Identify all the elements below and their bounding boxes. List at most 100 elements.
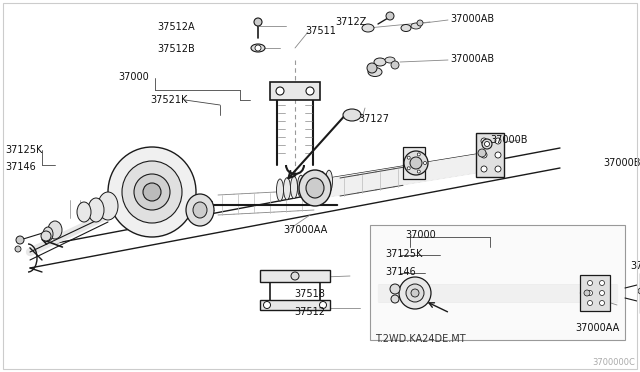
Circle shape (417, 170, 420, 173)
Text: 37000AA: 37000AA (283, 225, 327, 235)
Ellipse shape (291, 176, 298, 199)
Bar (260, 270, 330, 282)
Text: 37146: 37146 (385, 267, 416, 277)
Circle shape (407, 156, 410, 159)
Ellipse shape (186, 194, 214, 226)
Bar (260, 300, 330, 310)
Ellipse shape (48, 221, 62, 239)
Text: T.2WD.KA24DE.MT: T.2WD.KA24DE.MT (375, 334, 466, 344)
Ellipse shape (374, 58, 386, 66)
Circle shape (638, 288, 640, 294)
Text: 37125K: 37125K (385, 249, 422, 259)
Ellipse shape (284, 178, 291, 200)
Circle shape (291, 272, 299, 280)
Ellipse shape (312, 173, 319, 195)
Ellipse shape (98, 192, 118, 220)
Text: 37512B: 37512B (157, 44, 195, 54)
Circle shape (484, 141, 490, 147)
Text: 37000AA: 37000AA (575, 323, 620, 333)
Text: 37518: 37518 (294, 289, 325, 299)
Bar (580, 275, 610, 311)
Ellipse shape (143, 183, 161, 201)
Text: 37000B: 37000B (603, 158, 640, 168)
Circle shape (424, 161, 426, 164)
Text: 37000AB: 37000AB (450, 14, 494, 24)
Circle shape (367, 63, 377, 73)
Circle shape (600, 291, 605, 295)
Ellipse shape (411, 23, 421, 29)
Circle shape (399, 277, 431, 309)
Circle shape (391, 61, 399, 69)
Circle shape (41, 231, 51, 241)
Text: 37512: 37512 (294, 307, 325, 317)
Ellipse shape (77, 202, 91, 222)
Circle shape (16, 236, 24, 244)
Ellipse shape (251, 44, 265, 52)
Ellipse shape (134, 174, 170, 210)
Text: 3700000C: 3700000C (592, 358, 635, 367)
Circle shape (495, 138, 501, 144)
Ellipse shape (88, 198, 104, 222)
Circle shape (319, 301, 326, 308)
Text: 37000B: 37000B (630, 261, 640, 271)
Ellipse shape (193, 202, 207, 218)
Ellipse shape (43, 227, 53, 241)
Circle shape (481, 138, 487, 144)
Circle shape (306, 87, 314, 95)
Circle shape (482, 139, 492, 149)
Circle shape (410, 157, 422, 169)
Ellipse shape (122, 161, 182, 223)
Text: 37125K: 37125K (5, 145, 42, 155)
Text: 37000AB: 37000AB (450, 54, 494, 64)
Ellipse shape (319, 171, 326, 193)
Circle shape (481, 152, 487, 158)
Ellipse shape (298, 175, 305, 197)
Ellipse shape (108, 147, 196, 237)
Ellipse shape (299, 170, 331, 206)
Circle shape (495, 152, 501, 158)
Text: 37521K: 37521K (150, 95, 188, 105)
Ellipse shape (385, 57, 395, 63)
Circle shape (255, 45, 261, 51)
Circle shape (254, 18, 262, 26)
Ellipse shape (305, 174, 312, 196)
Circle shape (584, 290, 590, 296)
Circle shape (391, 295, 399, 303)
Bar (370, 225, 625, 340)
Circle shape (411, 289, 419, 297)
Text: 37146: 37146 (5, 162, 36, 172)
Circle shape (600, 280, 605, 285)
Text: 37127: 37127 (358, 114, 389, 124)
Bar (403, 147, 425, 179)
Text: 3712Z: 3712Z (335, 17, 366, 27)
Circle shape (417, 153, 420, 156)
Circle shape (481, 166, 487, 172)
Ellipse shape (343, 109, 361, 121)
Ellipse shape (401, 25, 411, 32)
Circle shape (264, 301, 271, 308)
Circle shape (276, 87, 284, 95)
Ellipse shape (276, 179, 284, 201)
Circle shape (495, 166, 501, 172)
Ellipse shape (326, 170, 333, 192)
Circle shape (407, 167, 410, 170)
Bar (476, 133, 504, 177)
Text: 37000B: 37000B (490, 135, 527, 145)
Text: 37000: 37000 (405, 230, 436, 240)
Circle shape (390, 284, 400, 294)
Ellipse shape (368, 67, 382, 77)
Circle shape (478, 149, 486, 157)
Circle shape (406, 284, 424, 302)
Circle shape (588, 291, 593, 295)
Circle shape (588, 301, 593, 305)
Circle shape (417, 20, 423, 26)
Circle shape (404, 151, 428, 175)
Ellipse shape (306, 178, 324, 198)
Circle shape (15, 246, 21, 252)
Text: 37511: 37511 (305, 26, 336, 36)
Text: 37000: 37000 (118, 72, 148, 82)
Ellipse shape (362, 24, 374, 32)
Bar (270, 82, 320, 100)
Circle shape (386, 12, 394, 20)
Text: 37512A: 37512A (157, 22, 195, 32)
